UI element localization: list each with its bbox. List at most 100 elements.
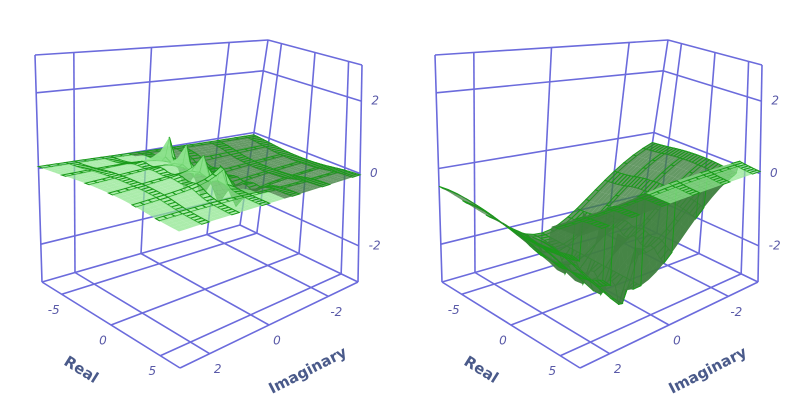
surface-patch [198, 200, 211, 206]
surface-patch [226, 191, 238, 196]
surface-patch [92, 184, 106, 188]
surface-patch [557, 254, 569, 263]
surface-patch [670, 195, 682, 200]
surface-patch [603, 285, 615, 291]
surface-patch [311, 185, 323, 190]
surface-patch [666, 193, 678, 199]
surface-patch [242, 152, 255, 157]
surface-patch [116, 194, 129, 199]
surface-patch [221, 154, 234, 160]
surface-patch [281, 181, 293, 185]
surface-patch [556, 247, 568, 255]
surface-patch [272, 160, 284, 165]
surface-patch [169, 181, 182, 187]
surface-patch [42, 166, 56, 170]
surface-patch [257, 153, 269, 158]
surface-patch [94, 174, 107, 178]
surface-patch [193, 176, 206, 181]
surface-patch [177, 144, 190, 164]
surface-patch [160, 190, 173, 195]
surface-patch [335, 174, 347, 178]
surface-patch [109, 185, 122, 190]
surface-patch [139, 206, 152, 212]
surface-patch [521, 232, 534, 240]
surface-patch [580, 200, 593, 212]
surface-patch [106, 178, 119, 182]
surface-patch [271, 181, 283, 185]
surface-patch [123, 173, 136, 178]
surface-patch [231, 160, 244, 165]
surface-patch [297, 185, 309, 190]
surface-patch [627, 155, 640, 165]
surface-patch [230, 172, 243, 176]
surface-patch [639, 206, 651, 211]
x-tick-label: 0 [99, 334, 107, 348]
surface-patch [528, 235, 541, 239]
surface-patch [220, 140, 233, 144]
surface-patch [118, 163, 131, 167]
surface-patch [251, 157, 264, 162]
surface-patch [605, 210, 618, 215]
surface-patch [136, 197, 149, 203]
surface-patch [559, 248, 572, 256]
surface-patch [163, 220, 175, 226]
z-tick-label: 2 [371, 94, 379, 108]
surface-patch [96, 185, 110, 190]
surface-patch [598, 209, 611, 213]
surface-patch [203, 150, 216, 154]
surface-patch [544, 242, 557, 248]
surface-patch [142, 176, 155, 180]
surface-patch [594, 217, 606, 222]
surface-patch [656, 183, 670, 273]
surface-patch [227, 171, 239, 176]
surface-patch [304, 175, 316, 178]
surface-patch [135, 204, 148, 210]
surface-patch [274, 181, 286, 184]
surface-patch [475, 206, 488, 214]
surface-patch [83, 171, 96, 174]
surface-patch [647, 203, 659, 208]
surface-patch [658, 163, 671, 173]
surface-patch [326, 181, 338, 185]
surface-patch [663, 192, 675, 197]
surface-patch [275, 161, 287, 166]
surface-patch [261, 178, 274, 183]
surface-patch [113, 181, 126, 186]
surface-patch [608, 184, 622, 196]
surface-patch [601, 214, 614, 219]
surface-patch [132, 189, 145, 194]
x-tick-label: -5 [448, 303, 460, 317]
surface-patch [605, 221, 617, 226]
z-tick-label: -2 [369, 238, 381, 252]
surface-patch [563, 227, 575, 232]
surface-patch [338, 175, 350, 179]
surface-patch [269, 175, 282, 180]
surface-patch [586, 225, 598, 230]
surface-patch [103, 161, 116, 164]
y-tick-label: 0 [273, 334, 281, 348]
surface-patch [197, 213, 210, 219]
surface-patch [438, 185, 453, 193]
surface-patch [581, 278, 593, 285]
surface-patch [270, 165, 282, 170]
surface-patch [538, 248, 551, 258]
y-axis-label: Imaginary [266, 343, 350, 398]
surface-patch [135, 155, 148, 158]
surface-patch [101, 164, 115, 167]
surface-patch [680, 161, 692, 170]
surface-patch [140, 193, 153, 198]
surface-patch [112, 192, 125, 197]
surface-patch [260, 155, 272, 159]
surface-patch [296, 190, 308, 194]
surface-patch [225, 203, 237, 208]
surface-patch [574, 226, 587, 231]
surface-patch [618, 186, 632, 197]
surface-patch [212, 215, 225, 220]
surface-patch [673, 196, 685, 201]
surface-patch [582, 214, 595, 218]
surface-patch [320, 170, 332, 174]
surface-patch [455, 194, 469, 201]
surface-patch [653, 186, 665, 192]
surface-patch [215, 150, 228, 155]
surface-patch [268, 153, 281, 157]
